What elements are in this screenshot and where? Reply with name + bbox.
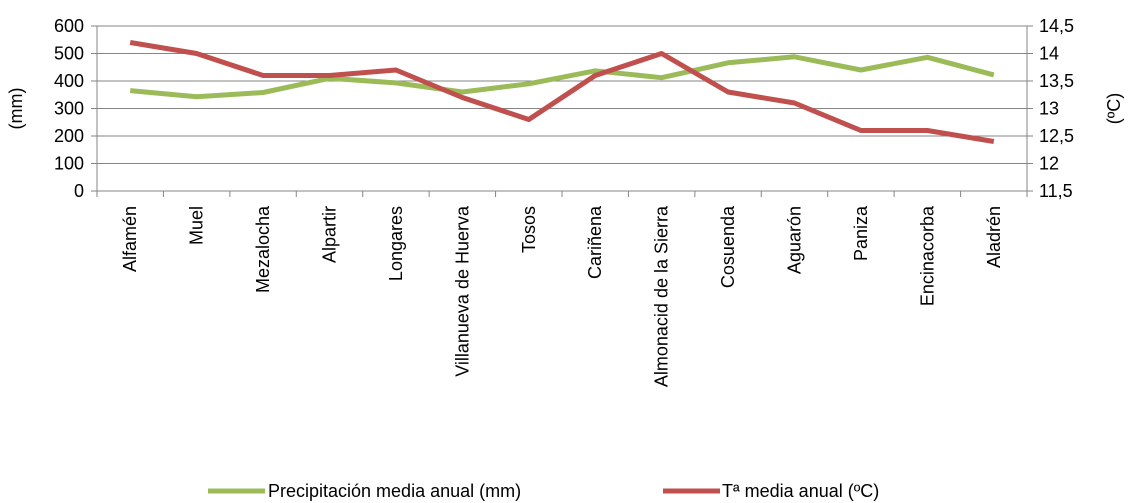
left-axis-tick-label: 200: [54, 126, 84, 146]
left-axis-title: (mm): [6, 88, 26, 130]
category-label: Encinacorba: [917, 205, 937, 306]
series-lines: [129, 40, 995, 144]
left-axis-tick-label: 500: [54, 44, 84, 64]
category-label: Villanueva de Huerva: [452, 205, 472, 377]
right-axis-tick-label: 13: [1039, 99, 1059, 119]
series-line-2: [129, 40, 995, 144]
left-axis-tick-label: 100: [54, 154, 84, 174]
right-axis-tick-label: 14: [1039, 44, 1059, 64]
legend-label-1: Precipitación media anual (mm): [268, 481, 521, 501]
left-axis-tick-label: 300: [54, 99, 84, 119]
left-axis-tick-labels: 0 100 200 300 400 500 600: [54, 16, 84, 201]
left-axis-tick-label: 600: [54, 16, 84, 36]
category-labels: Alfamén Muel Mezalocha Alpartir Longares Vill…: [120, 205, 1004, 387]
right-axis-tick-label: 14,5: [1039, 16, 1074, 36]
category-label: Alpartir: [320, 206, 340, 263]
right-axis-tick-label: 12,5: [1039, 126, 1074, 146]
category-label: Tosos: [519, 206, 539, 253]
right-axis-tick-label: 13,5: [1039, 71, 1074, 91]
right-axis-tick-label: 11,5: [1039, 181, 1073, 201]
category-label: Alfamén: [120, 206, 140, 272]
category-label: Aguarón: [785, 206, 805, 274]
category-label: Aladrén: [984, 206, 1004, 268]
left-axis-tick-label: 0: [74, 181, 84, 201]
legend: Precipitación media anual (mm) Tª media a…: [208, 481, 879, 501]
category-label: Almonacid de la Sierra: [652, 205, 672, 387]
category-label: Mezalocha: [253, 205, 273, 293]
gridlines: [97, 25, 1027, 164]
legend-label-2: Tª media anual (ºC): [722, 481, 879, 501]
category-label: Cosuenda: [718, 205, 738, 288]
category-label: Paniza: [851, 205, 871, 261]
category-tick-marks: [96, 191, 1028, 197]
right-axis-tick-label: 12: [1039, 154, 1059, 174]
right-axis-tick-labels: 11,5 12 12,5 13 13,5 14 14,5: [1039, 16, 1074, 201]
right-axis-title: (ºC): [1104, 93, 1124, 125]
category-label: Muel: [187, 206, 207, 245]
left-axis-tick-label: 400: [54, 71, 84, 91]
category-label: Longares: [386, 206, 406, 281]
series-line-1: [129, 54, 995, 100]
category-label: Cariñena: [585, 205, 605, 279]
